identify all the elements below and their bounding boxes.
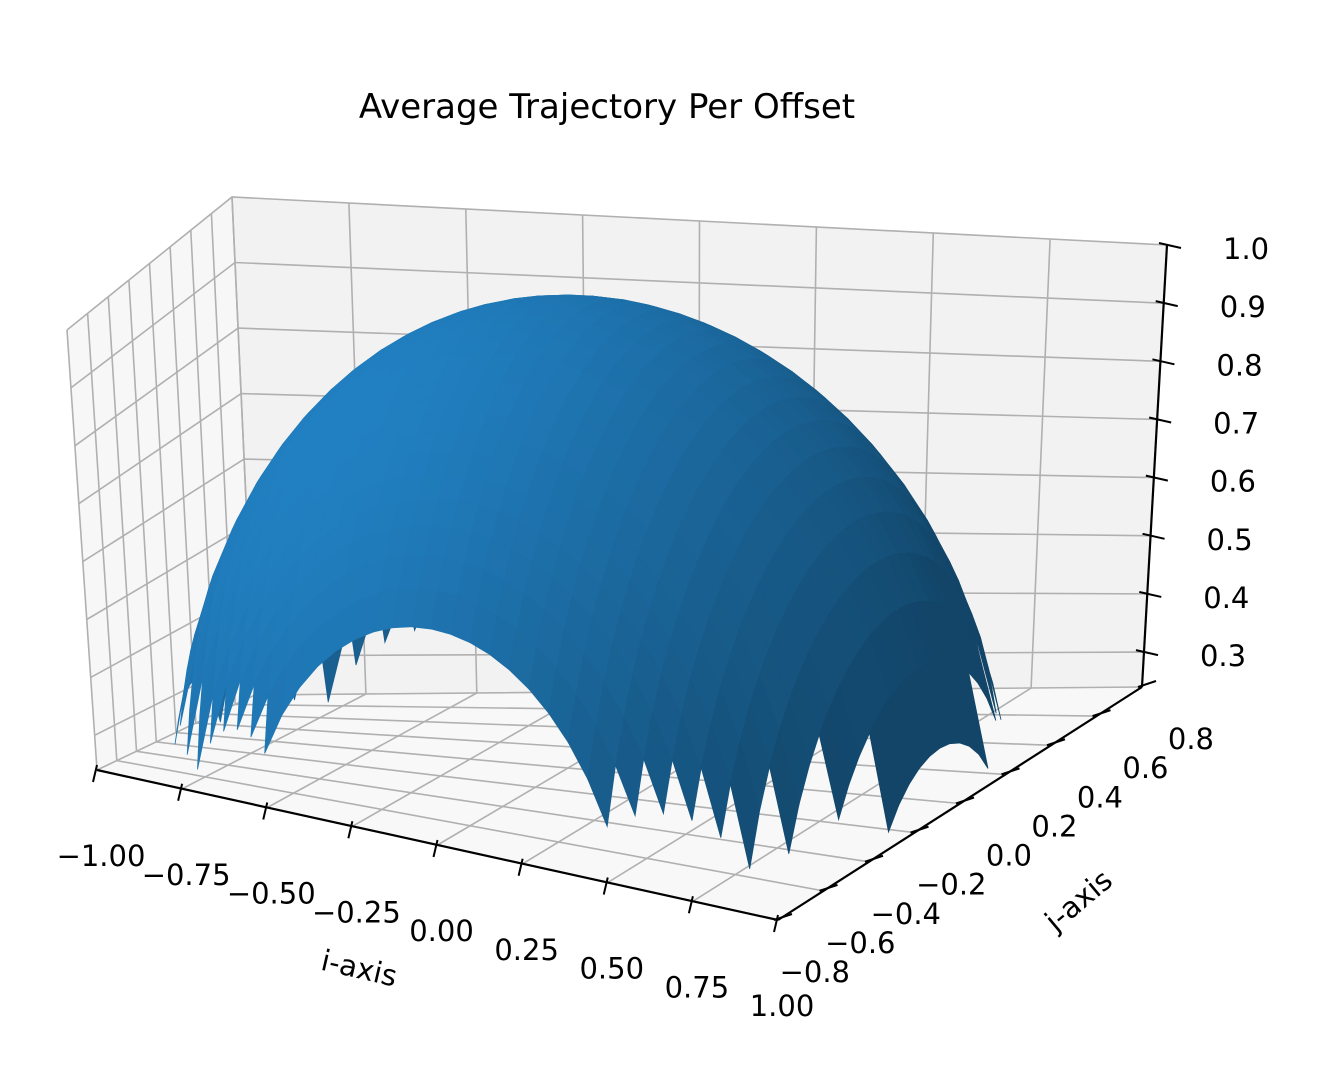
y-tick [819, 883, 838, 892]
y-tick [1046, 738, 1066, 747]
z-tick-label: 0.7 [1213, 406, 1259, 440]
x-tick [92, 764, 98, 783]
surface-facet [818, 707, 850, 822]
z-tick [1148, 416, 1172, 424]
y-tick-label: −0.2 [916, 868, 986, 902]
x-tick [262, 802, 269, 820]
y-tick [1092, 709, 1111, 718]
y-tick [1001, 767, 1020, 776]
x-axis-line [96, 768, 779, 922]
z-tick-label: 0.6 [1210, 465, 1256, 499]
z-tick-label: 0.4 [1203, 581, 1249, 615]
y-tick-label: −0.4 [871, 897, 941, 931]
z-tick-label: 0.5 [1207, 523, 1253, 557]
z-tick [1142, 532, 1165, 540]
y-tick-label: −0.8 [780, 955, 850, 989]
y-tick-label: 0.6 [1122, 751, 1168, 785]
x-tick [177, 783, 184, 801]
z-tick [1135, 649, 1159, 657]
surface-facet [769, 729, 800, 854]
gridline-y [107, 296, 870, 863]
surface-facet [729, 741, 761, 869]
z-axis-line [1140, 244, 1169, 688]
x-tick [687, 896, 694, 914]
x-tick [602, 877, 609, 895]
axes: −1.00−0.75−0.50−0.250.000.250.500.751.00… [57, 232, 1270, 1023]
x-tick-label: 0.50 [579, 952, 644, 986]
z-tick-label: 0.9 [1220, 290, 1266, 324]
gridline-z [78, 392, 1158, 505]
y-tick [864, 854, 884, 863]
z-tick [1155, 300, 1178, 308]
z-tick-label: 0.8 [1216, 348, 1262, 382]
x-tick-label: −0.25 [312, 895, 401, 929]
z-tick-label: 0.3 [1200, 639, 1246, 673]
y-tick [1137, 680, 1157, 688]
gridline-z [74, 327, 1161, 447]
gridline-z [70, 261, 1164, 389]
x-tick-label: 1.00 [750, 989, 815, 1023]
x-tick [432, 839, 439, 858]
x-tick [517, 858, 524, 876]
y-tick [773, 913, 793, 921]
y-tick [910, 825, 929, 834]
x-tick [773, 914, 779, 933]
gridline-y [86, 313, 824, 892]
gridline-z [66, 196, 1168, 331]
y-tick [955, 796, 975, 805]
surface-mesh [174, 294, 1002, 869]
x-tick-label: 0.75 [665, 970, 730, 1004]
y-tick-label: 0.8 [1168, 722, 1214, 756]
z-tick-label: 1.0 [1223, 232, 1269, 266]
x-tick-label: 0.00 [409, 914, 474, 948]
x-tick-label: −0.50 [227, 877, 316, 911]
y-tick-label: 0.0 [986, 839, 1032, 873]
x-axis-label: i-axis [318, 943, 400, 993]
z-tick [1158, 242, 1182, 249]
y-tick-label: −0.6 [825, 926, 895, 960]
z-tick [1145, 474, 1169, 482]
y-tick-label: 0.4 [1077, 780, 1123, 814]
surface-facet [869, 712, 900, 834]
x-tick-label: −1.00 [57, 839, 146, 873]
y-axis-line [777, 686, 1143, 921]
chart-title: Average Trajectory Per Offset [359, 87, 855, 127]
z-tick [1139, 590, 1162, 598]
z-tick [1152, 358, 1175, 366]
x-tick-label: −0.75 [142, 858, 231, 892]
x-tick-label: 0.25 [494, 933, 559, 967]
y-axis-label: j-axis [1038, 863, 1119, 939]
y-tick-label: 0.2 [1031, 809, 1077, 843]
x-tick [347, 821, 354, 839]
